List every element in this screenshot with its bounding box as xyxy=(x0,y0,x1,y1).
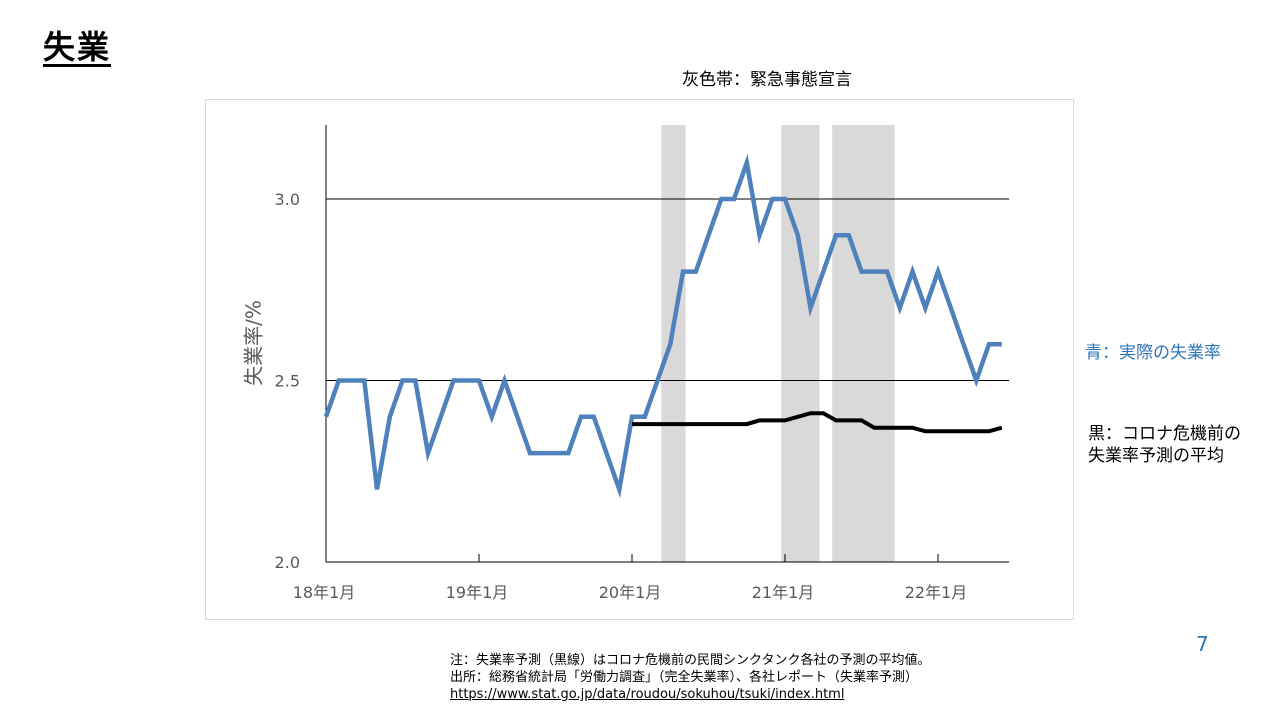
y-tick-label: 2.0 xyxy=(275,553,300,572)
x-tick-label: 21年1月 xyxy=(752,583,815,602)
emergency-band-2 xyxy=(781,125,820,562)
series-actual-line xyxy=(323,153,1002,499)
band-legend-label: 灰色帯：緊急事態宣言 xyxy=(682,70,852,90)
x-tick-label: 19年1月 xyxy=(446,583,509,602)
note-source: 出所：総務省統計局「労働力調査」（完全失業率）、各社レポート（失業率予測） xyxy=(450,670,919,685)
slide-title: 失業 xyxy=(43,28,112,66)
legend-actual: 青：実際の失業率 xyxy=(1085,343,1221,363)
x-tick-label: 18年1月 xyxy=(293,583,356,602)
legend-forecast: 黒：コロナ危機前の 失業率予測の平均 xyxy=(1088,424,1241,466)
x-tick-label: 22年1月 xyxy=(905,583,968,602)
series-forecast-line xyxy=(632,411,1003,434)
emergency-band-3 xyxy=(832,125,895,562)
y-tick-label: 3.0 xyxy=(275,190,300,209)
y-axis-label: 失業率/% xyxy=(241,300,266,386)
footnotes: 注：失業率予測（黒線）はコロナ危機前の民間シンクタンク各社の予測の平均値。 出所… xyxy=(450,652,930,703)
y-tick-label: 2.5 xyxy=(275,372,300,391)
page-number: 7 xyxy=(1196,632,1209,656)
chart-frame xyxy=(205,99,1074,620)
note-forecast: 注：失業率予測（黒線）はコロナ危機前の民間シンクタンク各社の予測の平均値。 xyxy=(450,653,931,668)
x-tick-label: 20年1月 xyxy=(599,583,662,602)
source-link[interactable]: https://www.stat.go.jp/data/roudou/sokuh… xyxy=(450,687,845,702)
emergency-band-1 xyxy=(661,125,686,562)
